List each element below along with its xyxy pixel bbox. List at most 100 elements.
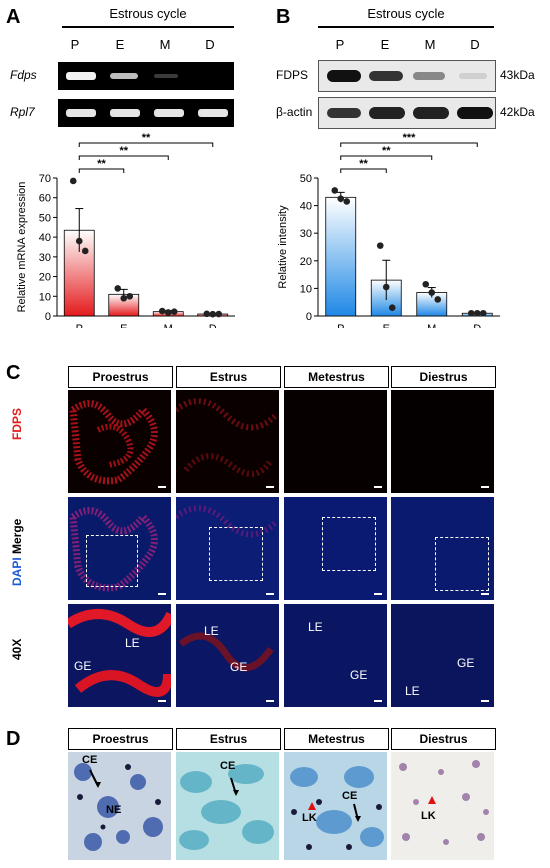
scale-bar bbox=[481, 486, 489, 488]
inset-box bbox=[209, 527, 263, 581]
data-point bbox=[158, 307, 166, 315]
panel-a-header: Estrous cycle bbox=[109, 6, 187, 21]
y-tick-label: 60 bbox=[39, 193, 51, 205]
annot-ge: GE bbox=[350, 668, 368, 682]
data-point bbox=[479, 309, 487, 317]
data-point bbox=[114, 285, 122, 292]
row-label-40x: 40X bbox=[10, 638, 24, 660]
annot-ge: GE bbox=[230, 660, 248, 674]
size-label-43: 43kDa bbox=[500, 68, 535, 82]
data-point bbox=[467, 309, 475, 317]
y-tick-label: 70 bbox=[39, 173, 51, 185]
data-point bbox=[422, 280, 430, 288]
y-tick-label: 10 bbox=[39, 291, 51, 303]
significance-bracket bbox=[340, 142, 478, 147]
significance-bracket bbox=[340, 155, 433, 160]
image-merge-proestrus bbox=[68, 497, 171, 600]
image-merge-metestrus bbox=[284, 497, 387, 600]
blot-fdps bbox=[318, 60, 496, 92]
x-tick-label: P bbox=[337, 323, 344, 328]
image-40x-metestrus: LE GE bbox=[284, 604, 387, 707]
scale-bar bbox=[374, 486, 382, 488]
x-tick-label: M bbox=[427, 323, 436, 328]
lane-label: P bbox=[70, 37, 80, 52]
annot-le: LE bbox=[405, 684, 420, 698]
data-point bbox=[203, 310, 211, 318]
image-fdps-estrus bbox=[176, 390, 279, 493]
y-tick-label: 0 bbox=[45, 311, 51, 323]
gene-label-fdps: Fdps bbox=[10, 68, 37, 82]
data-point bbox=[69, 177, 77, 185]
lane-label: M bbox=[424, 37, 436, 52]
data-point bbox=[388, 304, 396, 312]
x-tick-label: M bbox=[164, 323, 173, 328]
y-tick-label: 40 bbox=[39, 232, 51, 244]
x-tick-label: E bbox=[120, 323, 127, 328]
data-point bbox=[126, 292, 134, 300]
data-point bbox=[343, 198, 351, 205]
smear-metestrus: LK CE bbox=[284, 752, 387, 860]
annot-le: LE bbox=[204, 624, 219, 638]
data-point bbox=[428, 289, 436, 296]
image-40x-proestrus: LE GE bbox=[68, 604, 171, 707]
stage-header: Estrus bbox=[176, 366, 281, 388]
scale-bar bbox=[481, 593, 489, 595]
stage-header: Proestrus bbox=[68, 728, 173, 750]
y-tick-label: 10 bbox=[300, 283, 312, 295]
bar bbox=[325, 196, 357, 317]
panel-a-header-line bbox=[62, 26, 234, 28]
annot-lk: LK bbox=[302, 812, 317, 824]
gel-fdps bbox=[58, 62, 234, 90]
smear-diestrus: LK bbox=[391, 752, 494, 860]
annot-ge: GE bbox=[74, 659, 92, 673]
stage-header: Diestrus bbox=[391, 728, 496, 750]
significance-bracket bbox=[340, 168, 387, 173]
data-point bbox=[331, 187, 339, 194]
image-fdps-diestrus bbox=[391, 390, 494, 493]
significance-bracket bbox=[78, 155, 169, 160]
image-40x-estrus: LE GE bbox=[176, 604, 279, 707]
y-tick-label: 30 bbox=[300, 228, 312, 240]
stage-header: Metestrus bbox=[284, 366, 389, 388]
significance-label: ** bbox=[119, 145, 128, 157]
y-tick-label: 20 bbox=[300, 256, 312, 268]
data-point bbox=[215, 310, 223, 318]
data-point bbox=[337, 195, 345, 202]
lane-label: E bbox=[380, 37, 390, 52]
gene-label-rpl7: Rpl7 bbox=[10, 105, 35, 119]
lane-label: E bbox=[115, 37, 125, 52]
scale-bar bbox=[266, 593, 274, 595]
data-point bbox=[209, 310, 217, 318]
merge-label: Merge bbox=[10, 518, 24, 554]
annot-ce: CE bbox=[220, 760, 236, 772]
annot-lk: LK bbox=[421, 810, 436, 822]
image-merge-diestrus bbox=[391, 497, 494, 600]
inset-box bbox=[435, 537, 489, 591]
annot-ge: GE bbox=[457, 656, 475, 670]
y-tick-label: 0 bbox=[306, 311, 312, 323]
data-point bbox=[376, 242, 384, 249]
y-tick-label: 40 bbox=[300, 201, 312, 213]
smear-estrus: CE bbox=[176, 752, 279, 860]
x-tick-label: D bbox=[473, 323, 481, 328]
lane-label: P bbox=[335, 37, 345, 52]
size-label-42: 42kDa bbox=[500, 105, 535, 119]
chart-a: 0 10 20 30 40 50 60 70 Relative mRNA expression P… bbox=[16, 132, 235, 328]
protein-label-fdps: FDPS bbox=[276, 68, 309, 82]
significance-bracket bbox=[78, 142, 214, 147]
y-tick-label: 30 bbox=[39, 252, 51, 264]
panel-a-label: A bbox=[6, 6, 21, 28]
scale-bar bbox=[158, 486, 166, 488]
y-axis-label: Relative intensity bbox=[277, 205, 289, 289]
annot-ne: NE bbox=[106, 804, 122, 816]
row-label-dapi-merge: DAPI Merge bbox=[10, 486, 24, 586]
scale-bar bbox=[158, 700, 166, 702]
stage-header: Diestrus bbox=[391, 366, 496, 388]
data-point bbox=[164, 309, 172, 316]
significance-label: ** bbox=[382, 145, 391, 157]
panel-c-label: C bbox=[6, 362, 21, 384]
stage-header: Proestrus bbox=[68, 366, 173, 388]
image-fdps-proestrus bbox=[68, 390, 171, 493]
row-label-fdps: FDPS bbox=[10, 407, 24, 440]
